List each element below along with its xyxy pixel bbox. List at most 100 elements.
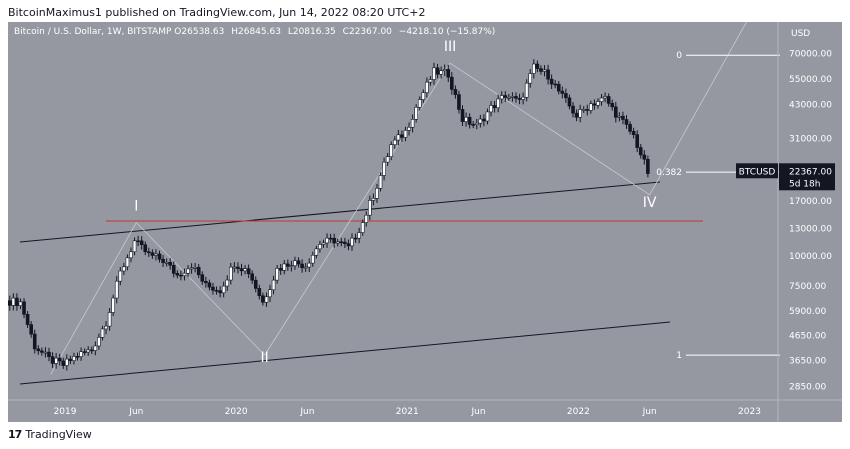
candle-body: [642, 154, 647, 160]
wave-label: II: [261, 350, 269, 366]
candle-body: [453, 89, 458, 95]
candle-body: [214, 289, 219, 292]
candle-body: [296, 260, 301, 265]
candle-body: [574, 112, 579, 118]
candle-body: [268, 289, 272, 298]
tradingview-footer[interactable]: 17 TradingView: [8, 428, 92, 441]
candle-body: [7, 300, 12, 306]
candle-body: [161, 258, 165, 263]
candle-body: [86, 349, 91, 353]
time-tick-label: 2019: [54, 407, 77, 417]
candle-body: [310, 254, 315, 264]
candle-body: [36, 348, 41, 352]
time-tick-label: 2021: [396, 407, 419, 417]
wave-path-segment: [264, 62, 451, 356]
candle-body: [164, 262, 169, 264]
candle-body: [40, 350, 44, 353]
candle-body: [421, 92, 426, 100]
fib-level-label: 1: [676, 351, 682, 361]
high-value: 26845.63: [238, 27, 281, 37]
candle-body: [122, 266, 126, 272]
price-axis: 70000.0055000.0043000.0031000.0022000.00…: [789, 50, 832, 393]
candle-body: [375, 188, 379, 199]
candle-body: [232, 266, 237, 269]
candle-body: [179, 274, 183, 277]
candle-body: [407, 127, 411, 131]
tradingview-brand: TradingView: [25, 428, 92, 441]
time-tick-label: Jun: [642, 407, 657, 417]
candle-body: [425, 81, 429, 93]
candle-body: [68, 358, 73, 361]
candle-body: [507, 96, 511, 99]
wave-label: I: [134, 198, 138, 214]
candle-body: [89, 349, 94, 352]
candle-body: [631, 131, 636, 135]
candle-body: [339, 241, 344, 244]
high-key: H: [231, 27, 238, 37]
candle-body: [524, 82, 529, 98]
candle-body: [43, 351, 48, 354]
price-tick-label: 3650.00: [789, 357, 826, 367]
candle-body: [546, 69, 550, 80]
candle-body: [207, 282, 212, 288]
candle-body: [257, 288, 262, 297]
candle-body: [446, 69, 451, 78]
candle-body: [417, 99, 422, 108]
candle-body: [514, 96, 518, 99]
candle-body: [189, 267, 194, 270]
last-price-label: BTCUSD 22367.00 5d 18h: [736, 163, 835, 191]
candle-body: [65, 358, 69, 366]
candle-body: [307, 262, 312, 268]
candle-body: [218, 290, 222, 294]
candle-body: [581, 109, 586, 111]
price-tick-label: 2850.00: [789, 382, 826, 392]
candle-body: [72, 356, 76, 361]
fib-level-label: 0: [676, 51, 682, 61]
fib-level-label: 0.382: [656, 168, 682, 178]
time-axis: 2019 Jun 2020 Jun 2021 Jun 2022 Jun 2023: [54, 407, 761, 417]
candle-body: [400, 134, 404, 138]
wave-label: IV: [643, 195, 657, 211]
candle-body: [79, 351, 83, 357]
wave-path-segment: [649, 16, 750, 196]
candle-body: [282, 263, 287, 271]
price-tick-label: 31000.00: [789, 134, 832, 144]
candle-body: [221, 285, 226, 294]
candle-body: [578, 109, 582, 118]
candle-body: [474, 122, 479, 125]
time-tick-label: 2023: [738, 407, 761, 417]
candle-body: [75, 356, 80, 358]
candle-body: [621, 115, 625, 120]
candle-body: [50, 356, 55, 364]
candle-body: [25, 314, 30, 325]
last-price-value: 22367.00: [789, 167, 832, 177]
candle-body: [175, 273, 180, 276]
candle-body: [271, 279, 276, 291]
candle-body: [303, 266, 308, 269]
open-key: O: [174, 27, 182, 37]
price-tick-label: 43000.00: [789, 100, 832, 110]
candle-body: [136, 240, 140, 243]
candle-body: [171, 265, 176, 274]
open-value: 26538.63: [181, 27, 225, 37]
candle-body: [539, 68, 543, 72]
candle-body: [571, 105, 575, 114]
candle-body: [560, 90, 565, 94]
candle-body: [18, 301, 23, 306]
candle-body: [318, 244, 322, 250]
candle-body: [125, 257, 130, 268]
candle-body: [460, 109, 465, 122]
candle-body: [610, 103, 615, 108]
candle-body: [264, 296, 269, 303]
time-tick-label: Jun: [128, 407, 143, 417]
candle-body: [442, 69, 447, 71]
candle-body: [82, 351, 87, 353]
price-tick-label: 4650.00: [789, 332, 826, 342]
candle-body: [396, 134, 401, 141]
candle-body: [392, 139, 397, 146]
price-tick-label: 7500.00: [789, 282, 826, 292]
candle-body: [139, 240, 144, 246]
candle-body: [15, 297, 19, 306]
